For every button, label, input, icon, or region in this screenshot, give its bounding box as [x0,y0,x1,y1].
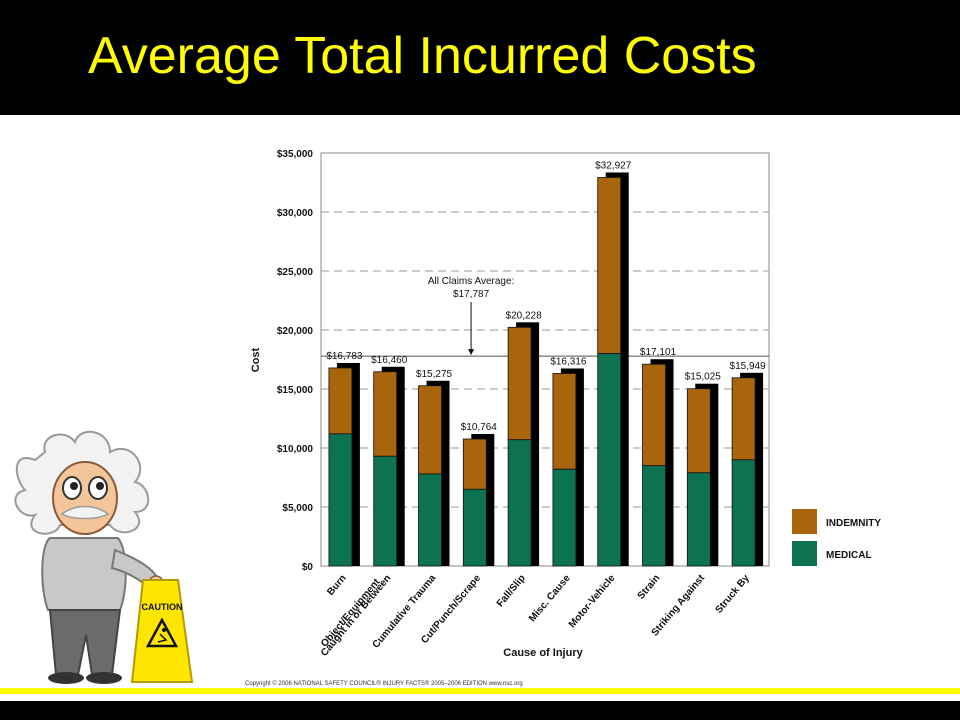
y-tick-label: $35,000 [277,149,314,160]
bar-total-label: $32,927 [595,160,632,171]
caution-sign-icon: CAUTION [130,579,194,683]
legend-label: MEDICAL [826,550,872,561]
bar-medical [462,488,487,567]
average-arrow-head [468,349,475,356]
bar-medical [642,465,666,567]
legend-swatch [792,509,817,534]
bar-medical [418,473,442,567]
cartoon-scientist-illustration: CAUTION [14,430,194,684]
bottom-black-stripe [0,701,960,720]
bar-total-label: $16,460 [371,355,408,366]
bar-indemnity [328,367,353,435]
sweater-shape [41,537,127,611]
bar-total-label: $15,025 [685,372,722,383]
bar-total-label: $17,101 [640,347,677,358]
y-axis-title: Cost [250,347,262,372]
bar-total-label: $10,764 [461,422,498,433]
y-tick-label: $10,000 [277,444,314,455]
bar-indemnity [373,371,398,457]
legend-label: INDEMNITY [826,518,881,529]
bar-total-label: $20,228 [506,310,543,321]
legend-swatch [792,541,817,566]
title-bar [0,0,960,115]
average-annotation-label: All Claims Average: [428,276,515,287]
bar-medical [507,439,532,567]
bar-total-label: $15,275 [416,369,453,380]
bar-total-label: $15,949 [730,361,767,372]
y-tick-label: $15,000 [277,385,314,396]
bar-total-label: $16,783 [326,351,363,362]
bar-indemnity [686,388,711,474]
x-category-label: Fall/Slip [495,573,528,609]
x-category-label: Struck By [713,573,752,616]
x-category-label: Strain [636,573,663,602]
caution-sign-label: CAUTION [142,602,183,612]
face-shape [52,461,118,535]
x-axis-title: Cause of Injury [503,647,583,659]
bar-medical [686,472,711,567]
bottom-yellow-stripe [0,688,960,694]
bar-medical [328,433,353,567]
x-category-label: Misc. Cause [527,573,573,625]
copyright-text: Copyright © 2006 NATIONAL SAFETY COUNCIL… [245,681,523,687]
bar-medical [373,455,398,567]
bar-indemnity [642,363,666,467]
bar-indemnity [597,177,622,354]
bar-indemnity [552,373,577,470]
y-tick-label: $30,000 [277,208,314,219]
bar-total-label: $16,316 [550,356,587,367]
x-category-label: Burn [325,573,348,598]
bar-medical [597,353,622,567]
y-tick-label: $25,000 [277,267,314,278]
average-annotation-value: $17,787 [453,289,490,300]
bar-medical [552,468,577,567]
bar-indemnity [418,385,442,475]
bar-indemnity [507,326,532,441]
x-category-label: Motor-Vehicle [567,573,618,631]
bar-indemnity [731,377,756,461]
slide-title: Average Total Incurred Costs [88,27,757,85]
pants-shape [48,609,122,676]
y-tick-label: $5,000 [282,503,313,514]
y-tick-label: $0 [302,562,314,573]
y-tick-label: $20,000 [277,326,314,337]
bar-indemnity [462,438,487,490]
bar-medical [731,459,756,567]
